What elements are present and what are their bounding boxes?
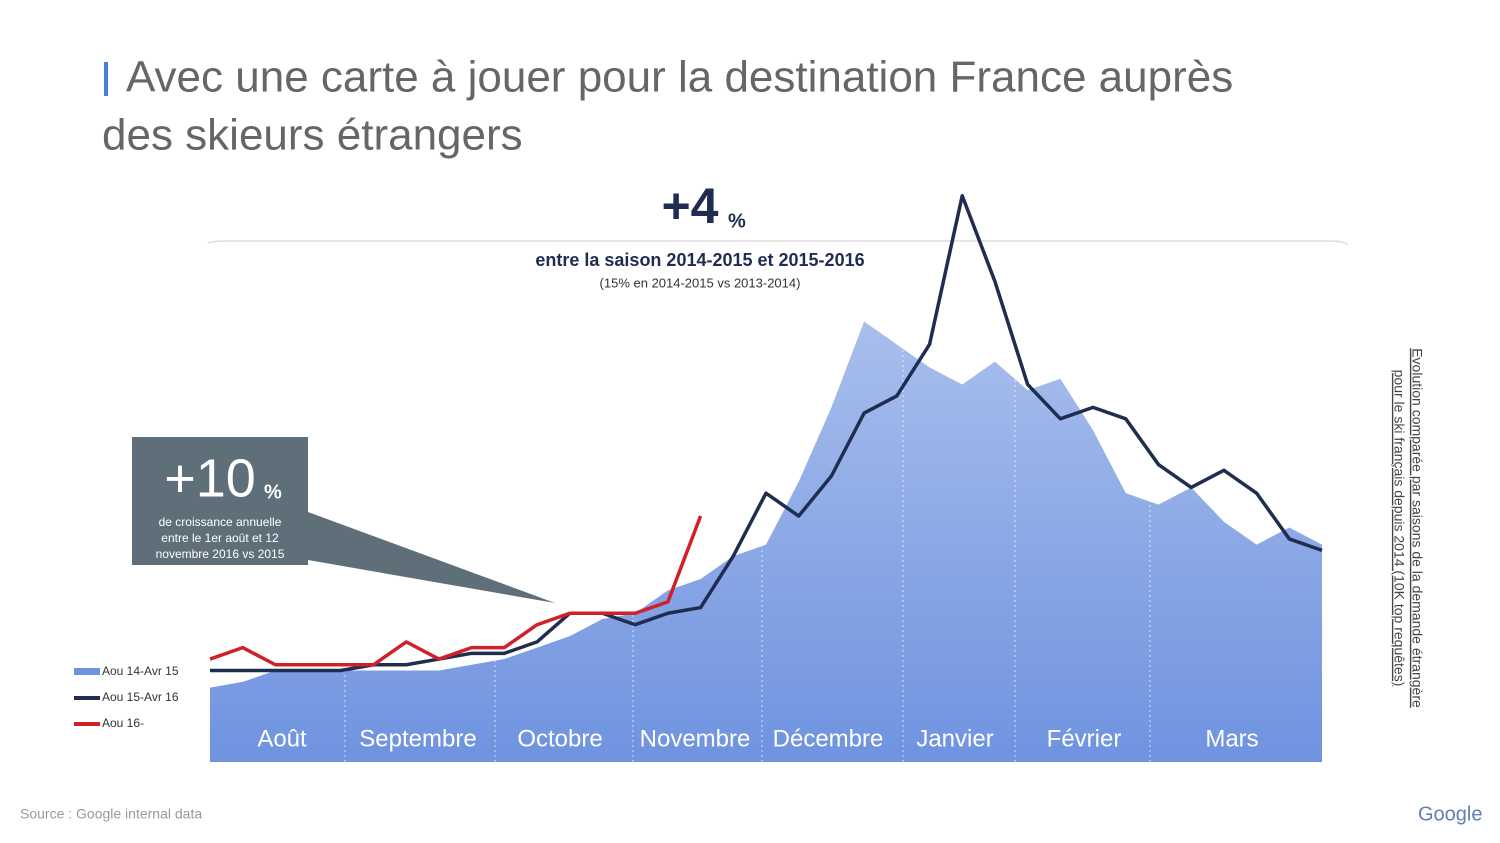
headline-note: (15% en 2014-2015 vs 2013-2014) [600, 275, 801, 290]
callout-line: de croissance annuelle [159, 515, 282, 529]
headline-text: entre la saison 2014-2015 et 2015-2016 [535, 250, 864, 270]
headline-value: +4 [661, 178, 718, 234]
callout-line: entre le 1er août et 12 [161, 531, 279, 545]
x-tick-label: Août [257, 725, 307, 752]
callout-line: novembre 2016 vs 2015 [156, 547, 285, 561]
line [210, 193, 1323, 673]
logo: Google [1418, 803, 1483, 825]
legend-label: Aou 14-Avr 15 [102, 664, 179, 678]
side-note-line: Evolution comparée par saisons de la dem… [1409, 348, 1425, 708]
x-tick-label: Novembre [640, 725, 751, 752]
legend-label: Aou 15-Avr 16 [102, 690, 179, 704]
x-tick-label: Mars [1205, 725, 1258, 752]
area [210, 321, 1322, 762]
legend-swatch [74, 668, 100, 675]
title-line: Avec une carte à jouer pour la destinati… [126, 53, 1233, 102]
callout-pointer [308, 512, 555, 603]
callout-value: +10 [164, 448, 256, 508]
title-accent [104, 62, 108, 96]
line [209, 515, 703, 667]
callout-unit: % [264, 481, 282, 503]
x-tick-label: Septembre [359, 725, 476, 752]
title-line: des skieurs étrangers [102, 111, 523, 160]
side-note-line: pour le ski français depuis 2014 (10K to… [1391, 370, 1407, 687]
callout-box [132, 437, 308, 565]
legend-label: Aou 16- [102, 716, 144, 730]
x-tick-label: Octobre [517, 725, 602, 752]
side-note: Evolution comparée par saisons de la dem… [1391, 348, 1425, 708]
x-tick-label: Février [1047, 725, 1122, 752]
source: Source : Google internal data [20, 806, 202, 822]
x-tick-label: Décembre [773, 725, 884, 752]
chart: Août Septembre Octobre Novembre Décembre Janv… [74, 193, 1323, 762]
x-tick-label: Janvier [916, 725, 993, 752]
headline-unit: % [728, 210, 746, 232]
headline-rule [207, 240, 1349, 246]
